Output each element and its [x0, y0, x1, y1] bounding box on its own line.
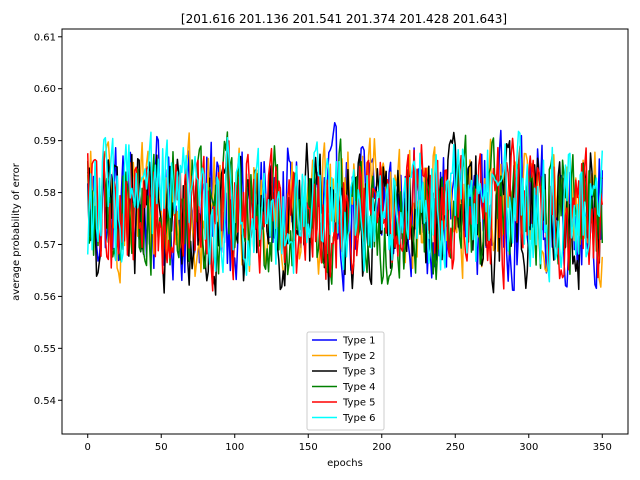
x-axis-label: epochs	[327, 458, 363, 469]
legend-label: Type 3	[342, 367, 376, 378]
series-line-5	[86, 137, 604, 292]
legend-label: Type 6	[342, 413, 376, 424]
y-tick-label: 0.57	[34, 240, 56, 251]
x-tick-label: 150	[299, 442, 318, 453]
series-line-6	[86, 130, 604, 283]
legend-label: Type 4	[342, 382, 376, 393]
chart-title: [201.616 201.136 201.541 201.374 201.428…	[181, 12, 507, 26]
y-axis-ticks: 0.54 0.55 0.56 0.57 0.58 0.59 0.60 0.61	[34, 32, 62, 407]
x-tick-label: 350	[593, 442, 612, 453]
y-tick-label: 0.55	[34, 344, 56, 355]
y-tick-label: 0.54	[34, 396, 56, 407]
y-tick-label: 0.56	[34, 292, 56, 303]
legend-label: Type 5	[342, 398, 376, 409]
y-tick-label: 0.59	[34, 136, 56, 147]
x-tick-label: 250	[446, 442, 465, 453]
x-tick-label: 50	[155, 442, 168, 453]
plot-frame	[61, 28, 629, 435]
legend-label: Type 1	[342, 336, 376, 347]
x-tick-label: 0	[85, 442, 91, 453]
series-layer	[86, 122, 604, 296]
x-tick-label: 200	[372, 442, 391, 453]
legend-box	[306, 331, 385, 431]
legend: Type 1 Type 2 Type 3 Type 4 Type 5 Type 6	[306, 331, 385, 431]
y-axis-label: average probability of error	[11, 162, 22, 301]
y-tick-label: 0.58	[34, 188, 56, 199]
y-tick-label: 0.60	[34, 84, 56, 95]
x-tick-label: 100	[225, 442, 244, 453]
y-tick-label: 0.61	[34, 32, 56, 43]
x-tick-label: 300	[519, 442, 538, 453]
x-axis-ticks: 0 50 100 150 200 250 300 350	[85, 434, 612, 453]
legend-label: Type 2	[342, 351, 376, 362]
